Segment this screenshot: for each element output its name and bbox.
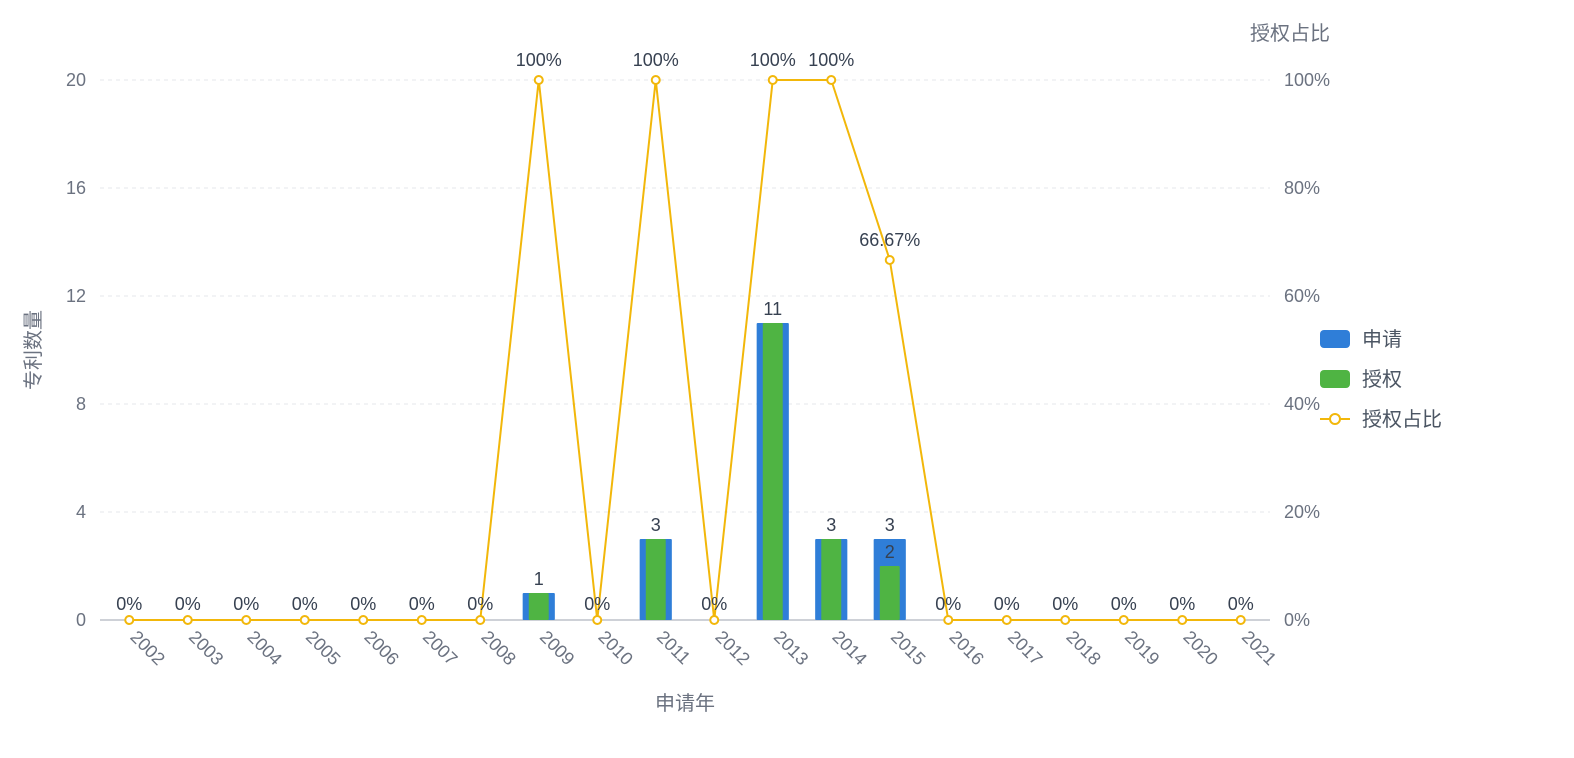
grant-ratio-marker <box>242 616 250 624</box>
x-tick-label: 2017 <box>1004 627 1046 669</box>
y-right-tick-label: 20% <box>1284 502 1320 522</box>
x-tick-label: 2007 <box>419 627 461 669</box>
grant-ratio-label: 0% <box>292 594 318 614</box>
y-left-tick-label: 4 <box>76 502 86 522</box>
grant-ratio-marker <box>359 616 367 624</box>
y-right-tick-label: 60% <box>1284 286 1320 306</box>
grant-ratio-marker <box>1003 616 1011 624</box>
grant-ratio-marker <box>944 616 952 624</box>
x-axis-title: 申请年 <box>655 692 715 715</box>
legend-swatch <box>1320 370 1350 388</box>
grant-ratio-label: 0% <box>350 594 376 614</box>
grant-ratio-marker <box>535 76 543 84</box>
grant-ratio-marker <box>769 76 777 84</box>
grant-ratio-marker <box>1178 616 1186 624</box>
bar-grants <box>880 566 900 620</box>
grant-ratio-label: 0% <box>116 594 142 614</box>
grant-ratio-label: 0% <box>175 594 201 614</box>
legend-label: 授权 <box>1362 368 1402 391</box>
y-right-tick-label: 40% <box>1284 394 1320 414</box>
x-tick-label: 2003 <box>185 627 227 669</box>
bar-value-label: 3 <box>651 515 661 535</box>
y-right-tick-label: 80% <box>1284 178 1320 198</box>
grant-ratio-label: 0% <box>409 594 435 614</box>
bar-value-label: 3 <box>826 515 836 535</box>
bar-value-label: 11 <box>763 299 782 319</box>
x-tick-label: 2006 <box>360 627 402 669</box>
bar-value-label: 2 <box>885 542 895 562</box>
bar-grants <box>763 323 783 620</box>
grant-ratio-label: 0% <box>1052 594 1078 614</box>
grant-ratio-marker <box>1120 616 1128 624</box>
grant-ratio-label: 0% <box>994 594 1020 614</box>
grant-ratio-marker <box>652 76 660 84</box>
x-tick-label: 2013 <box>770 627 812 669</box>
x-tick-label: 2011 <box>653 627 695 669</box>
grant-ratio-label: 0% <box>467 594 493 614</box>
y-left-tick-label: 0 <box>76 610 86 630</box>
x-tick-label: 2018 <box>1062 627 1104 669</box>
y-right-tick-label: 100% <box>1284 70 1330 90</box>
grant-ratio-label: 0% <box>1228 594 1254 614</box>
x-tick-label: 2014 <box>828 627 870 669</box>
x-tick-label: 2015 <box>887 627 929 669</box>
bar-grants <box>529 593 549 620</box>
bar-grants <box>821 539 841 620</box>
patent-chart: 0481216200%20%40%60%80%100%13113320%0%0%… <box>0 0 1574 758</box>
grant-ratio-marker <box>710 616 718 624</box>
grant-ratio-marker <box>1061 616 1069 624</box>
grant-ratio-marker <box>1237 616 1245 624</box>
grant-ratio-label: 100% <box>633 50 679 70</box>
legend-label: 授权占比 <box>1362 408 1442 431</box>
grant-ratio-label: 0% <box>701 594 727 614</box>
bar-value-label: 1 <box>534 569 544 589</box>
grant-ratio-marker <box>418 616 426 624</box>
x-tick-label: 2020 <box>1179 627 1221 669</box>
y-left-axis-title: 专利数量 <box>22 310 45 390</box>
y-left-tick-label: 20 <box>66 70 86 90</box>
y-right-axis-title: 授权占比 <box>1250 22 1330 45</box>
y-left-tick-label: 16 <box>66 178 86 198</box>
x-tick-label: 2021 <box>1238 627 1280 669</box>
grant-ratio-label: 0% <box>584 594 610 614</box>
grant-ratio-label: 66.67% <box>859 230 920 250</box>
x-tick-label: 2010 <box>594 627 636 669</box>
grant-ratio-marker <box>476 616 484 624</box>
legend-label: 申请 <box>1362 328 1402 351</box>
x-tick-label: 2008 <box>477 627 519 669</box>
grant-ratio-marker <box>886 256 894 264</box>
x-tick-label: 2005 <box>302 627 344 669</box>
bar-value-label: 3 <box>885 515 895 535</box>
y-left-tick-label: 12 <box>66 286 86 306</box>
x-tick-label: 2019 <box>1121 627 1163 669</box>
grant-ratio-marker <box>184 616 192 624</box>
grant-ratio-marker <box>593 616 601 624</box>
x-tick-label: 2004 <box>243 627 285 669</box>
grant-ratio-label: 100% <box>750 50 796 70</box>
grant-ratio-label: 0% <box>1111 594 1137 614</box>
legend-swatch <box>1320 330 1350 348</box>
grant-ratio-label: 100% <box>516 50 562 70</box>
bar-grants <box>646 539 666 620</box>
y-left-tick-label: 8 <box>76 394 86 414</box>
x-tick-label: 2016 <box>945 627 987 669</box>
legend-marker <box>1330 414 1340 424</box>
grant-ratio-line <box>129 80 1241 620</box>
y-right-tick-label: 0% <box>1284 610 1310 630</box>
x-tick-label: 2012 <box>711 627 753 669</box>
grant-ratio-label: 0% <box>1169 594 1195 614</box>
grant-ratio-label: 100% <box>808 50 854 70</box>
grant-ratio-label: 0% <box>935 594 961 614</box>
x-tick-label: 2009 <box>536 627 578 669</box>
x-tick-label: 2002 <box>126 627 168 669</box>
grant-ratio-marker <box>827 76 835 84</box>
grant-ratio-label: 0% <box>233 594 259 614</box>
grant-ratio-marker <box>301 616 309 624</box>
chart-svg: 0481216200%20%40%60%80%100%13113320%0%0%… <box>0 0 1574 758</box>
grant-ratio-marker <box>125 616 133 624</box>
